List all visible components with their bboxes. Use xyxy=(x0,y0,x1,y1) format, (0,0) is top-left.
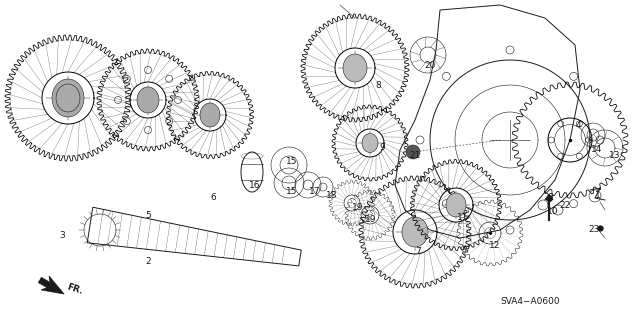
Text: 11: 11 xyxy=(457,213,468,222)
Text: 4: 4 xyxy=(575,121,581,130)
Text: 15: 15 xyxy=(286,158,298,167)
Circle shape xyxy=(406,145,420,159)
Ellipse shape xyxy=(446,193,466,217)
Ellipse shape xyxy=(200,103,220,127)
Ellipse shape xyxy=(343,54,367,82)
Text: 19: 19 xyxy=(352,203,364,211)
Polygon shape xyxy=(38,276,64,294)
Ellipse shape xyxy=(362,133,378,152)
Text: 2: 2 xyxy=(145,257,151,266)
Text: 13: 13 xyxy=(609,151,621,160)
Ellipse shape xyxy=(52,79,84,117)
Ellipse shape xyxy=(402,217,428,247)
Text: 9: 9 xyxy=(379,144,385,152)
Text: 19: 19 xyxy=(365,216,377,225)
Text: 23: 23 xyxy=(588,226,600,234)
Text: 18: 18 xyxy=(326,190,338,199)
Text: 6: 6 xyxy=(210,194,216,203)
Text: 7: 7 xyxy=(415,248,421,256)
Text: FR.: FR. xyxy=(66,282,84,296)
Text: 14: 14 xyxy=(591,145,603,154)
Text: 3: 3 xyxy=(59,231,65,240)
Text: SVA4−A0600: SVA4−A0600 xyxy=(500,298,560,307)
Text: 17: 17 xyxy=(309,188,321,197)
Text: 10: 10 xyxy=(547,207,559,217)
Text: 8: 8 xyxy=(375,80,381,90)
Text: 20: 20 xyxy=(424,61,436,70)
Text: 1: 1 xyxy=(595,190,601,199)
Text: 22: 22 xyxy=(543,192,555,202)
Text: 21: 21 xyxy=(410,151,420,160)
Text: 15: 15 xyxy=(286,187,298,196)
Ellipse shape xyxy=(137,87,159,113)
Text: 16: 16 xyxy=(249,181,260,189)
Text: 22: 22 xyxy=(559,201,571,210)
Text: 5: 5 xyxy=(145,211,151,219)
Text: 12: 12 xyxy=(490,241,500,249)
